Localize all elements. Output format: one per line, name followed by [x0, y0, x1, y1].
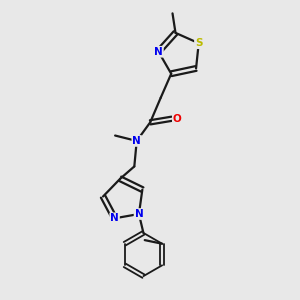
Text: N: N — [134, 209, 143, 219]
Text: N: N — [110, 213, 119, 223]
Text: O: O — [173, 114, 182, 124]
Text: N: N — [154, 47, 163, 57]
Text: S: S — [195, 38, 202, 48]
Text: N: N — [132, 136, 141, 146]
